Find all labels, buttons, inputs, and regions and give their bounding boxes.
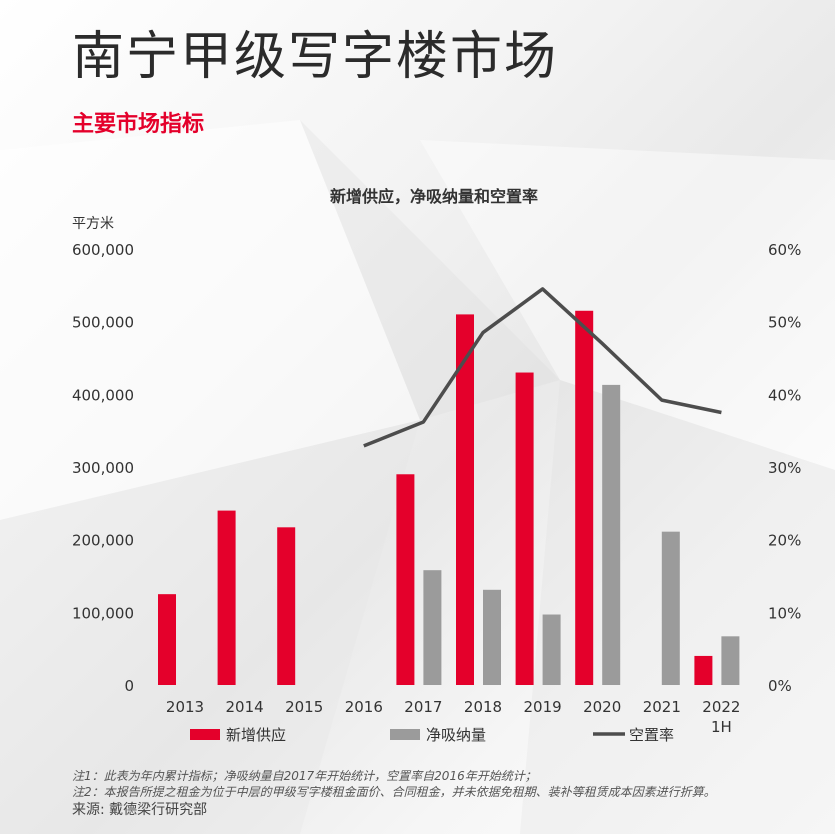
- y-axis-left: 600,000 500,000 400,000 300,000 200,000 100,0…: [72, 241, 134, 695]
- bar-new-supply: [158, 594, 176, 685]
- x-tick-label: 1H: [711, 718, 732, 736]
- y-right-tick-label: 60%: [768, 241, 801, 259]
- bar-new-supply: [456, 314, 474, 685]
- bar-new-supply: [277, 527, 296, 685]
- x-tick-label: 2021: [643, 698, 681, 716]
- y-left-tick-label: 0: [124, 677, 134, 695]
- bar-net-absorption: [423, 570, 442, 685]
- y-left-tick-label: 600,000: [72, 241, 134, 259]
- note-1: 注1：此表为年内累计指标；净吸纳量自2017年开始统计，空置率自2016年开始统…: [72, 769, 537, 783]
- legend-label-2: 净吸纳量: [426, 726, 486, 744]
- x-tick-label: 2022: [702, 698, 740, 716]
- notes: 注1：此表为年内累计指标；净吸纳量自2017年开始统计，空置率自2016年开始统…: [72, 768, 822, 818]
- x-tick-label: 2017: [404, 698, 442, 716]
- bar-new-supply: [217, 510, 236, 685]
- page-subtitle: 主要市场指标: [72, 112, 205, 137]
- y-left-tick-label: 300,000: [72, 459, 134, 477]
- x-tick-label: 2018: [464, 698, 502, 716]
- bar-net-absorption: [661, 531, 680, 685]
- x-axis: 2013 2014 2015 2016 2017 2018 2019 2020 2021 2022…: [166, 698, 741, 736]
- y-left-tick-label: 200,000: [72, 532, 134, 550]
- source-text: 来源: 戴德梁行研究部: [72, 802, 208, 818]
- bar-net-absorption: [483, 589, 501, 685]
- y-right-tick-label: 30%: [768, 459, 801, 477]
- bar-new-supply: [515, 372, 534, 685]
- bar-new-supply: [575, 310, 594, 685]
- bars-layer: [158, 310, 740, 685]
- vacancy-line-layer: [363, 287, 722, 448]
- y-left-tick-label: 500,000: [72, 314, 134, 332]
- bar-net-absorption: [721, 636, 740, 685]
- y-right-tick-label: 50%: [768, 314, 801, 332]
- x-tick-label: 2016: [345, 698, 383, 716]
- y-right-tick-label: 10%: [768, 604, 801, 622]
- x-tick-label: 2020: [583, 698, 621, 716]
- chart: 新增供应，净吸纳量和空置率 平方米 600,000 500,000 400,000 3…: [72, 187, 801, 744]
- note-2: 注2：本报告所提之租金为位于中层的甲级写字楼租金面价、合同租金，并未依据免租期、…: [72, 785, 716, 799]
- legend-label-3: 空置率: [629, 726, 674, 744]
- legend-swatch-2: [390, 729, 420, 740]
- y-left-tick-label: 100,000: [72, 604, 134, 622]
- bar-new-supply: [694, 655, 713, 685]
- page-title: 南宁甲级写字楼市场: [72, 27, 559, 87]
- y-axis-right: 60% 50% 40% 30% 20% 10% 0%: [768, 241, 801, 695]
- x-tick-label: 2019: [524, 698, 562, 716]
- bar-net-absorption: [602, 384, 621, 685]
- y-left-tick-label: 400,000: [72, 386, 134, 404]
- legend-label-1: 新增供应: [226, 726, 286, 744]
- y-right-tick-label: 20%: [768, 532, 801, 550]
- x-tick-label: 2013: [166, 698, 204, 716]
- x-tick-label: 2015: [285, 698, 323, 716]
- chart-title: 新增供应，净吸纳量和空置率: [330, 187, 538, 206]
- legend-swatch-1: [190, 729, 220, 740]
- y-right-tick-label: 40%: [768, 386, 801, 404]
- vacancy-rate-line: [363, 287, 722, 448]
- y-right-tick-label: 0%: [768, 677, 792, 695]
- y-axis-label: 平方米: [72, 216, 114, 232]
- legend: 新增供应 净吸纳量 空置率: [190, 726, 674, 744]
- bar-new-supply: [396, 474, 415, 685]
- x-tick-label: 2014: [226, 698, 264, 716]
- bar-net-absorption: [542, 614, 561, 685]
